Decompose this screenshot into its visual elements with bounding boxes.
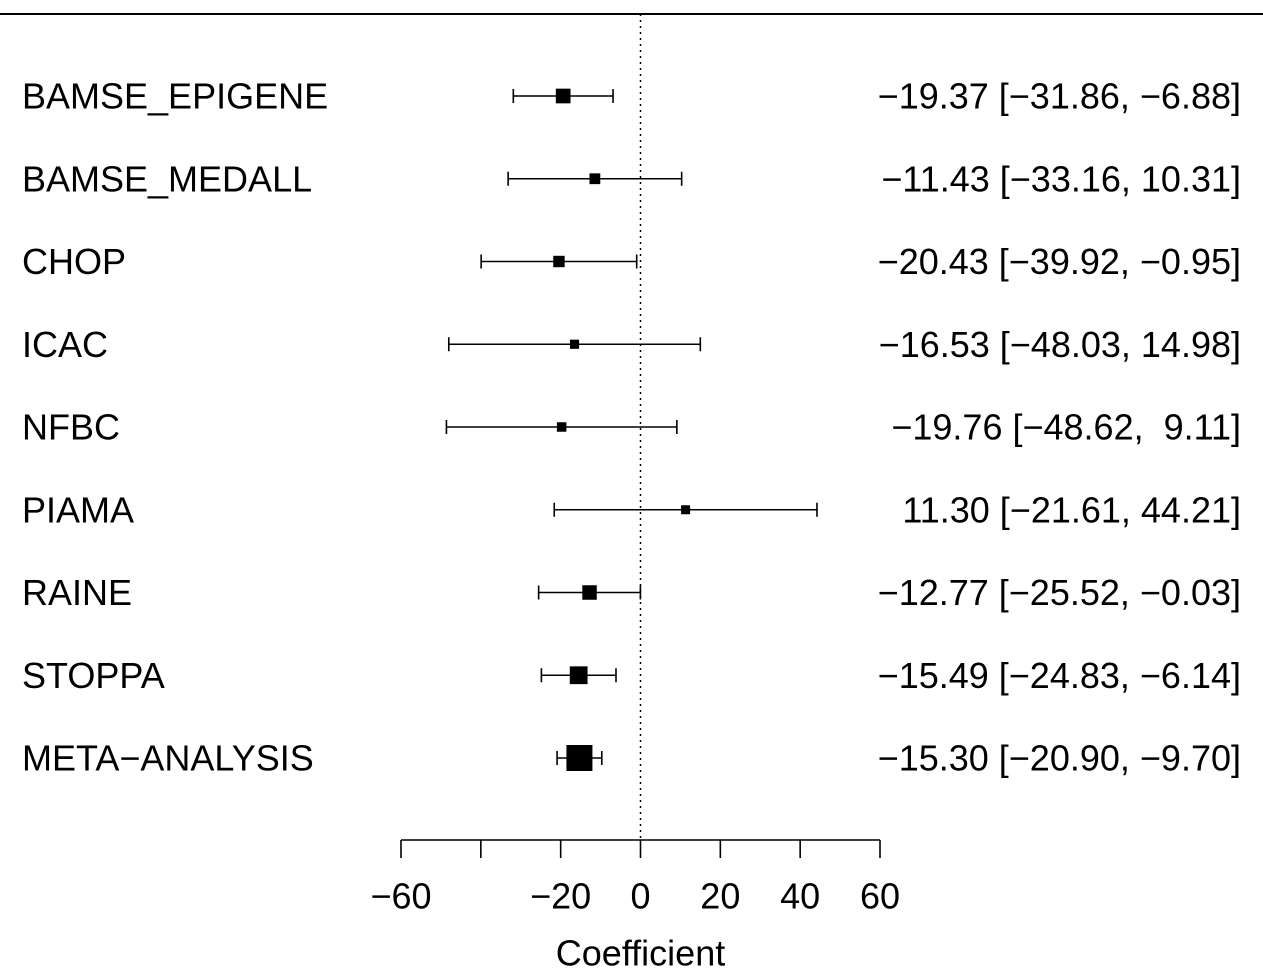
estimate-box [582,585,597,600]
x-tick-label: −20 [530,876,591,917]
estimate-box [566,745,593,771]
estimate-ci-label: −20.43 [−39.92, −0.95] [878,241,1241,282]
study-name-label: CHOP [22,241,126,282]
x-tick-label: 60 [860,876,900,917]
estimate-ci-label: −16.53 [−48.03, 14.98] [879,324,1241,365]
study-row: BAMSE_EPIGENE −19.37 [−31.86, −6.88] [22,76,1241,117]
x-axis-title: Coefficient [556,933,725,974]
study-row: META−ANALYSIS −15.30 [−20.90, −9.70] [22,738,1241,779]
x-tick-label: 20 [700,876,740,917]
estimate-box [555,88,571,104]
estimate-ci-label: −19.37 [−31.86, −6.88] [878,76,1241,117]
estimate-ci-label: −11.43 [−33.16, 10.31] [881,158,1241,199]
study-row: CHOP −20.43 [−39.92, −0.95] [22,241,1241,282]
study-name-label: META−ANALYSIS [22,738,314,779]
estimate-ci-label: −15.30 [−20.90, −9.70] [878,738,1241,779]
estimate-box [569,339,580,349]
study-row: STOPPA −15.49 [−24.83, −6.14] [22,655,1241,696]
estimate-ci-label: 11.30 [−21.61, 44.21] [902,489,1241,530]
x-tick-label: −60 [370,876,431,917]
estimate-ci-label: −19.76 [−48.62, 9.11] [891,407,1241,448]
study-name-label: RAINE [22,572,132,613]
study-name-label: STOPPA [22,655,165,696]
estimate-ci-label: −15.49 [−24.83, −6.14] [878,655,1241,696]
study-name-label: BAMSE_EPIGENE [22,76,328,117]
estimate-ci-label: −12.77 [−25.52, −0.03] [878,572,1241,613]
study-name-label: BAMSE_MEDALL [22,158,312,199]
study-row: BAMSE_MEDALL −11.43 [−33.16, 10.31] [22,158,1241,199]
study-name-label: PIAMA [22,489,134,530]
estimate-box [553,255,565,268]
study-row: NFBC −19.76 [−48.62, 9.11] [22,407,1241,448]
estimate-box [589,173,601,185]
study-name-label: NFBC [22,407,120,448]
x-tick-label: 40 [780,876,820,917]
estimate-box [569,666,588,685]
x-tick-label: 0 [630,876,650,917]
estimate-box [681,505,691,515]
study-row: RAINE −12.77 [−25.52, −0.03] [22,572,1241,613]
estimate-box [556,422,567,432]
study-row: ICAC −16.53 [−48.03, 14.98] [22,324,1241,365]
study-row: PIAMA 11.30 [−21.61, 44.21] [22,489,1241,530]
study-name-label: ICAC [22,324,108,365]
